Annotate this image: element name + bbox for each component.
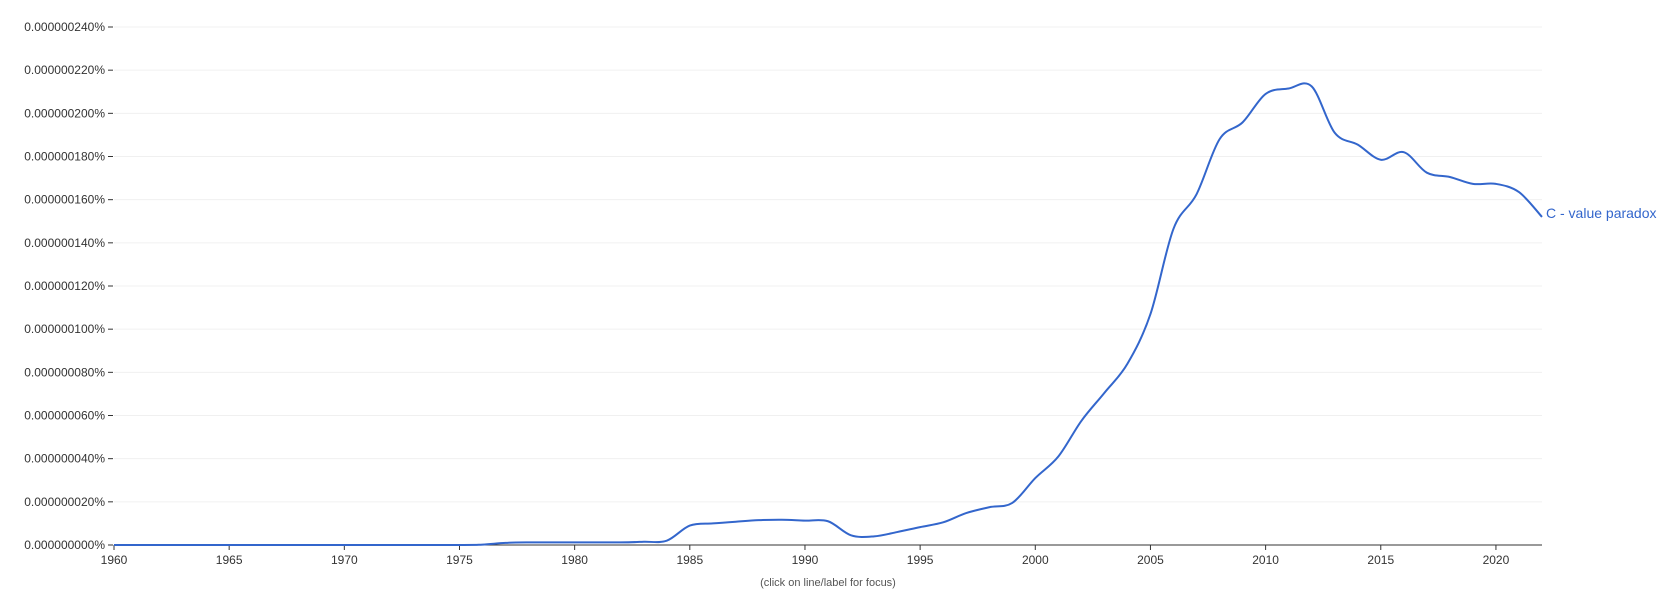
- series-label[interactable]: C - value paradox: [1546, 205, 1657, 221]
- y-axis: 0.000000000% 0.000000020% 0.000000040% 0.00…: [24, 20, 113, 552]
- y-tick-label: 0.000000240%: [24, 20, 105, 34]
- y-tick-label: 0.000000000%: [24, 538, 105, 552]
- x-tick-label: 2015: [1367, 553, 1394, 567]
- x-tick-label: 1995: [907, 553, 934, 567]
- x-tick-label: 1985: [676, 553, 703, 567]
- x-tick-label: 2010: [1252, 553, 1279, 567]
- series-line[interactable]: [113, 82, 1543, 547]
- x-tick-label: 1960: [101, 553, 128, 567]
- y-tick-label: 0.000000060%: [24, 409, 105, 423]
- y-tick-label: 0.000000220%: [24, 63, 105, 77]
- y-tick-label: 0.000000200%: [24, 106, 105, 120]
- x-tick-label: 2000: [1022, 553, 1049, 567]
- series-layer[interactable]: C - value paradox: [113, 82, 1657, 547]
- y-tick-label: 0.000000020%: [24, 495, 105, 509]
- x-tick-label: 2020: [1483, 553, 1510, 567]
- x-tick-label: 1970: [331, 553, 358, 567]
- y-tick-label: 0.000000100%: [24, 322, 105, 336]
- x-axis: 1960 1965 1970 1975 1980 1985 1990 1995 2000 2005…: [101, 544, 1542, 567]
- focus-hint: (click on line/label for focus): [760, 577, 896, 589]
- x-tick-label: 1965: [216, 553, 243, 567]
- gridlines: [114, 26, 1542, 503]
- y-tick-label: 0.000000160%: [24, 193, 105, 207]
- y-tick-label: 0.000000140%: [24, 236, 105, 250]
- y-tick-label: 0.000000120%: [24, 279, 105, 293]
- x-tick-label: 1975: [446, 553, 473, 567]
- y-tick-label: 0.000000180%: [24, 150, 105, 164]
- x-tick-label: 1990: [792, 553, 819, 567]
- y-tick-label: 0.000000080%: [24, 365, 105, 379]
- x-tick-label: 1980: [561, 553, 588, 567]
- y-tick-label: 0.000000040%: [24, 452, 105, 466]
- x-tick-label: 2005: [1137, 553, 1164, 567]
